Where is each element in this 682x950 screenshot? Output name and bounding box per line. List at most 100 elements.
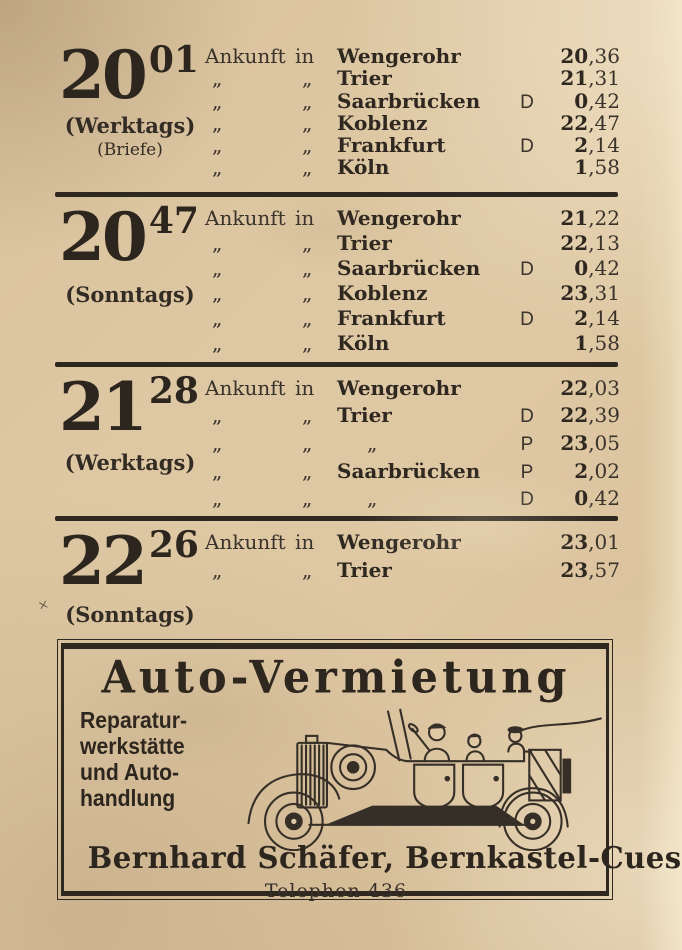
city-name: Trier [337,66,392,91]
ditto-mark: „ [212,66,222,91]
train-type-mark: D [520,91,534,113]
ditto-mark: „ [212,458,222,483]
departure-time: 20 01 [55,42,205,108]
city-name: Trier [337,230,392,255]
timetable-block-2047: 20 47 (Sonntags) Ankunft in Wengerohr 21,22 „… [55,203,620,356]
arrival-time: 23,57 [560,557,620,582]
city-name: Koblenz [337,110,428,135]
timetable-row: Ankunft in Wengerohr 21,22 [205,206,620,231]
ditto-mark: „ [302,486,312,511]
departure-minutes: 28 [148,370,199,413]
ditto-mark: „ [212,486,222,511]
arrival-time: 22,47 [560,110,620,135]
schedule-label: (Sonntags) [65,282,195,308]
arrival-time: 1,58 [574,155,620,180]
ditto-mark: „ [212,330,222,355]
city-name: Trier [337,403,392,428]
timetable-row: „ „ Saarbrücken D 0,42 [205,88,620,113]
arrival-time: 22,39 [560,403,620,428]
proprietor-line: Bernhard Schäfer, Bernkastel-Cues [87,840,682,876]
ditto-mark: „ [212,230,222,255]
car-illustration-area [238,705,602,851]
ditto-mark: „ [302,155,312,180]
ditto-mark: „ [302,458,312,483]
schedule-sublabel: (Briefe) [97,139,163,160]
ditto-mark: „ [302,330,312,355]
schedule-label: (Sonntags) [65,602,195,628]
ad-services: Reparatur- werkstätte und Auto- handlung [80,705,225,835]
arrival-time: 23,31 [560,280,620,305]
divider-rule [55,191,618,197]
departure-minutes: 01 [148,38,199,81]
departure-time-column: 21 28 (Werktags) [55,373,205,514]
ad-service-line: Reparatur- [80,706,188,733]
arrival-rows: Ankunft in Wengerohr 21,22 „ „ Trier 22,13 „ „ Saa… [205,206,620,356]
ditto-mark: „ [302,110,312,135]
departure-hour: 20 [59,36,148,114]
train-type-mark: P [520,461,534,483]
arrival-time: 21,31 [560,66,620,91]
ditto-mark: „ [302,88,312,113]
departure-time: 21 28 [55,373,205,439]
arrival-time: 20,36 [560,44,620,68]
departure-minutes: 26 [148,524,199,567]
arrival-time: 23,01 [560,529,620,554]
departure-time: 20 47 [55,203,205,269]
in-word: in [295,205,315,230]
arrival-rows: Ankunft in Wengerohr 23,01 „ „ Trier 23,57 [205,530,620,630]
arrival-time: 2,02 [574,458,620,483]
ditto-mark: „ [302,280,312,305]
ditto-mark: „ [212,280,222,305]
train-type-mark: D [520,406,534,428]
divider-rule [55,361,618,367]
departure-hour: 22 [59,521,148,600]
city-name: Wengerohr [337,44,461,68]
arrival-word: Ankunft [205,375,286,400]
arrival-time: 0,42 [574,486,620,511]
ad-middle: Reparatur- werkstätte und Auto- handlung [80,705,602,851]
ditto-mark: „ [302,133,312,158]
arrival-time: 0,42 [574,255,620,280]
timetable-row: „ „ Saarbrücken D 0,42 [205,256,620,281]
in-word: in [295,44,315,68]
ditto-mark: „ [212,155,222,180]
city-name: Trier [337,557,392,582]
timetable-row: „ „ Köln 1,58 [205,331,620,356]
schedule-label: (Werktags) [64,112,196,138]
timetable-block-2128: 21 28 (Werktags) Ankunft in Wengerohr 22,03 „… [55,373,620,514]
touring-car-icon [247,708,602,851]
arrival-word: Ankunft [205,44,286,68]
ditto-mark: „ [302,430,312,455]
city-name: Wengerohr [337,205,461,230]
departure-time-column: 20 01 (Werktags) (Briefe) [55,42,205,178]
arrival-time: 0,42 [574,88,620,113]
ditto-mark: „ [212,110,222,135]
arrival-time: 1,58 [574,330,620,355]
ad-service-line: werkstätte [80,732,185,759]
departure-hour: 21 [59,367,148,446]
arrival-rows: Ankunft in Wengerohr 20,36 „ „ Trier 21,31 „ „ Saa… [205,44,620,180]
timetable-row: „ „ Koblenz 22,47 [205,110,620,135]
arrival-rows: Ankunft in Wengerohr 22,03 „ „ Trier D 22,39 „ „ „ P… [205,376,620,514]
timetable-block-2226: 22 26 (Sonntags) Ankunft in Wengerohr 23,01 „… [55,527,620,630]
city-name: Wengerohr [337,529,461,554]
telephone-line: Telephon 436 [264,879,408,902]
timetable-row: „ „ Trier 21,31 [205,66,620,91]
timetable-block-2001: 20 01 (Werktags) (Briefe) Ankunft in Wenger… [55,42,620,180]
ditto-mark: „ [212,403,222,428]
departure-minutes: 47 [148,200,199,243]
ditto-mark: „ [302,255,312,280]
timetable-row: „ „ Frankfurt D 2,14 [205,306,620,331]
departure-hour: 20 [59,197,148,276]
stray-ink-mark: × [36,596,51,615]
timetable-row: „ „ Trier 22,13 [205,231,620,256]
ditto-mark: „ [302,557,312,582]
timetable-row: „ „ Frankfurt D 2,14 [205,133,620,158]
departure-time-column: 20 47 (Sonntags) [55,203,205,356]
timetable-row: Ankunft in Wengerohr 22,03 [205,376,620,404]
timetable-row: „ „ Trier 23,57 [205,558,620,586]
train-type-mark: D [520,489,534,511]
departure-time: 22 26 [55,527,205,593]
ad-service-line: und Auto- [80,758,180,785]
train-type-mark: D [520,258,534,280]
